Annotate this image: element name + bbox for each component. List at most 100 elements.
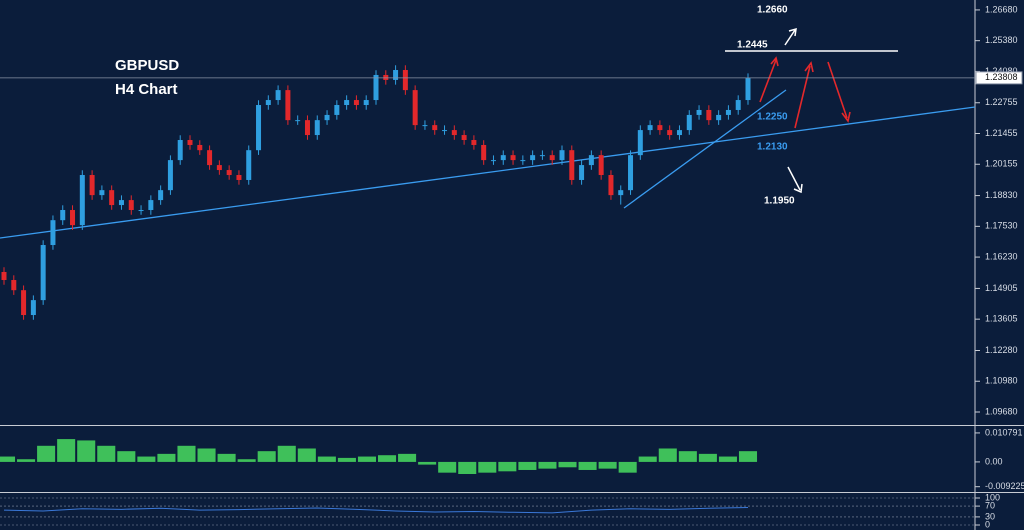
y-tick-label: 1.10980 [985, 376, 1018, 386]
y-tick-label: 0.00 [985, 456, 1003, 466]
histogram-bar [17, 459, 36, 462]
candle-body [246, 150, 252, 180]
candle-body [275, 90, 281, 101]
histogram-bar [177, 445, 196, 462]
histogram-bar [678, 451, 697, 462]
histogram-bar [638, 456, 657, 462]
candle-body [402, 70, 408, 91]
candle-body [89, 175, 95, 196]
histogram-bar [718, 456, 737, 462]
y-tick-label: 1.21455 [985, 128, 1018, 138]
candle-body [324, 114, 330, 121]
histogram-bar [618, 461, 637, 473]
histogram-bar [598, 461, 617, 469]
candle-body [393, 70, 399, 80]
histogram-bar [398, 453, 417, 462]
histogram-bar [137, 456, 156, 462]
y-tick-label: 1.24080 [985, 66, 1018, 76]
trendline [623, 89, 787, 209]
candle-body [177, 140, 183, 161]
histogram-bar [498, 461, 517, 472]
candle-body [304, 120, 310, 136]
candle-body [637, 130, 643, 156]
y-tick-label: 1.13605 [985, 314, 1018, 324]
candle-body [530, 155, 536, 161]
annotation: 1.2130 [757, 142, 788, 153]
candle-body [422, 125, 428, 127]
candle-body [442, 130, 448, 132]
candle-body [490, 160, 496, 162]
histogram-bar [478, 461, 497, 473]
candle-body [667, 130, 673, 136]
histogram-bar [518, 461, 537, 470]
candle-body [60, 210, 66, 221]
candle-body [735, 100, 741, 110]
candle-body [30, 300, 36, 316]
histogram-bar [217, 453, 236, 462]
candle-body [40, 245, 46, 301]
indicator-line [3, 506, 749, 514]
candle-body [295, 120, 301, 122]
candle-body [579, 165, 585, 180]
candle-body [549, 155, 555, 161]
candle-body [608, 175, 614, 196]
candle-body [451, 130, 457, 136]
candle-body [598, 155, 604, 176]
y-tick-label: 1.16230 [985, 251, 1018, 261]
histogram-bar [538, 461, 557, 469]
last-price-label: 1.23808 [985, 72, 1018, 82]
histogram-bar [97, 445, 116, 462]
histogram-bar [738, 451, 758, 462]
annotation: 1.2250 [757, 112, 788, 123]
candle-body [745, 78, 751, 101]
y-tick-label: 1.12280 [985, 345, 1018, 355]
candle-body [1, 271, 7, 281]
candle-body [373, 74, 379, 101]
histogram-bar [57, 439, 76, 462]
candle-body [481, 144, 487, 161]
candle-body [197, 144, 203, 151]
candle-body [256, 105, 262, 151]
last-price-box [975, 71, 1023, 85]
candle-body [236, 175, 242, 180]
y-tick-label: 1.18830 [985, 190, 1018, 200]
candle-body [628, 155, 634, 191]
histogram-bar [37, 445, 56, 462]
y-tick-label: 30 [985, 511, 995, 521]
candle-body [676, 130, 682, 136]
candle-body [510, 155, 516, 161]
candle-body [363, 100, 369, 106]
histogram-bar [317, 456, 336, 462]
candle-body [725, 109, 731, 115]
candle-body [559, 150, 565, 161]
candle-body [657, 125, 663, 131]
chart-subtitle: H4 Chart [115, 81, 178, 98]
candle-body [265, 100, 271, 106]
histogram-bar [558, 461, 577, 468]
annotation: 1.2445 [737, 40, 768, 51]
chart-title: GBPUSD [115, 57, 179, 74]
candle-body [618, 190, 624, 196]
y-tick-label: 1.22755 [985, 97, 1018, 107]
y-tick-label: 1.14905 [985, 283, 1018, 293]
candle-body [148, 200, 154, 211]
arrows [784, 27, 803, 194]
candle-body [21, 290, 27, 316]
candle-body [716, 114, 722, 121]
candle-body [109, 190, 115, 206]
candle-body [706, 109, 712, 121]
y-tick-label: 100 [985, 492, 1000, 502]
candle-body [79, 175, 85, 226]
candle-body [588, 155, 594, 166]
candle-body [226, 170, 232, 176]
candle-body [11, 280, 17, 291]
histogram-bar [357, 456, 376, 462]
candle-body [412, 90, 418, 126]
candle-body [128, 200, 134, 211]
candle-body [99, 190, 105, 196]
candle-body [696, 109, 702, 115]
histogram-bar [237, 459, 256, 462]
candle-body [70, 210, 76, 226]
